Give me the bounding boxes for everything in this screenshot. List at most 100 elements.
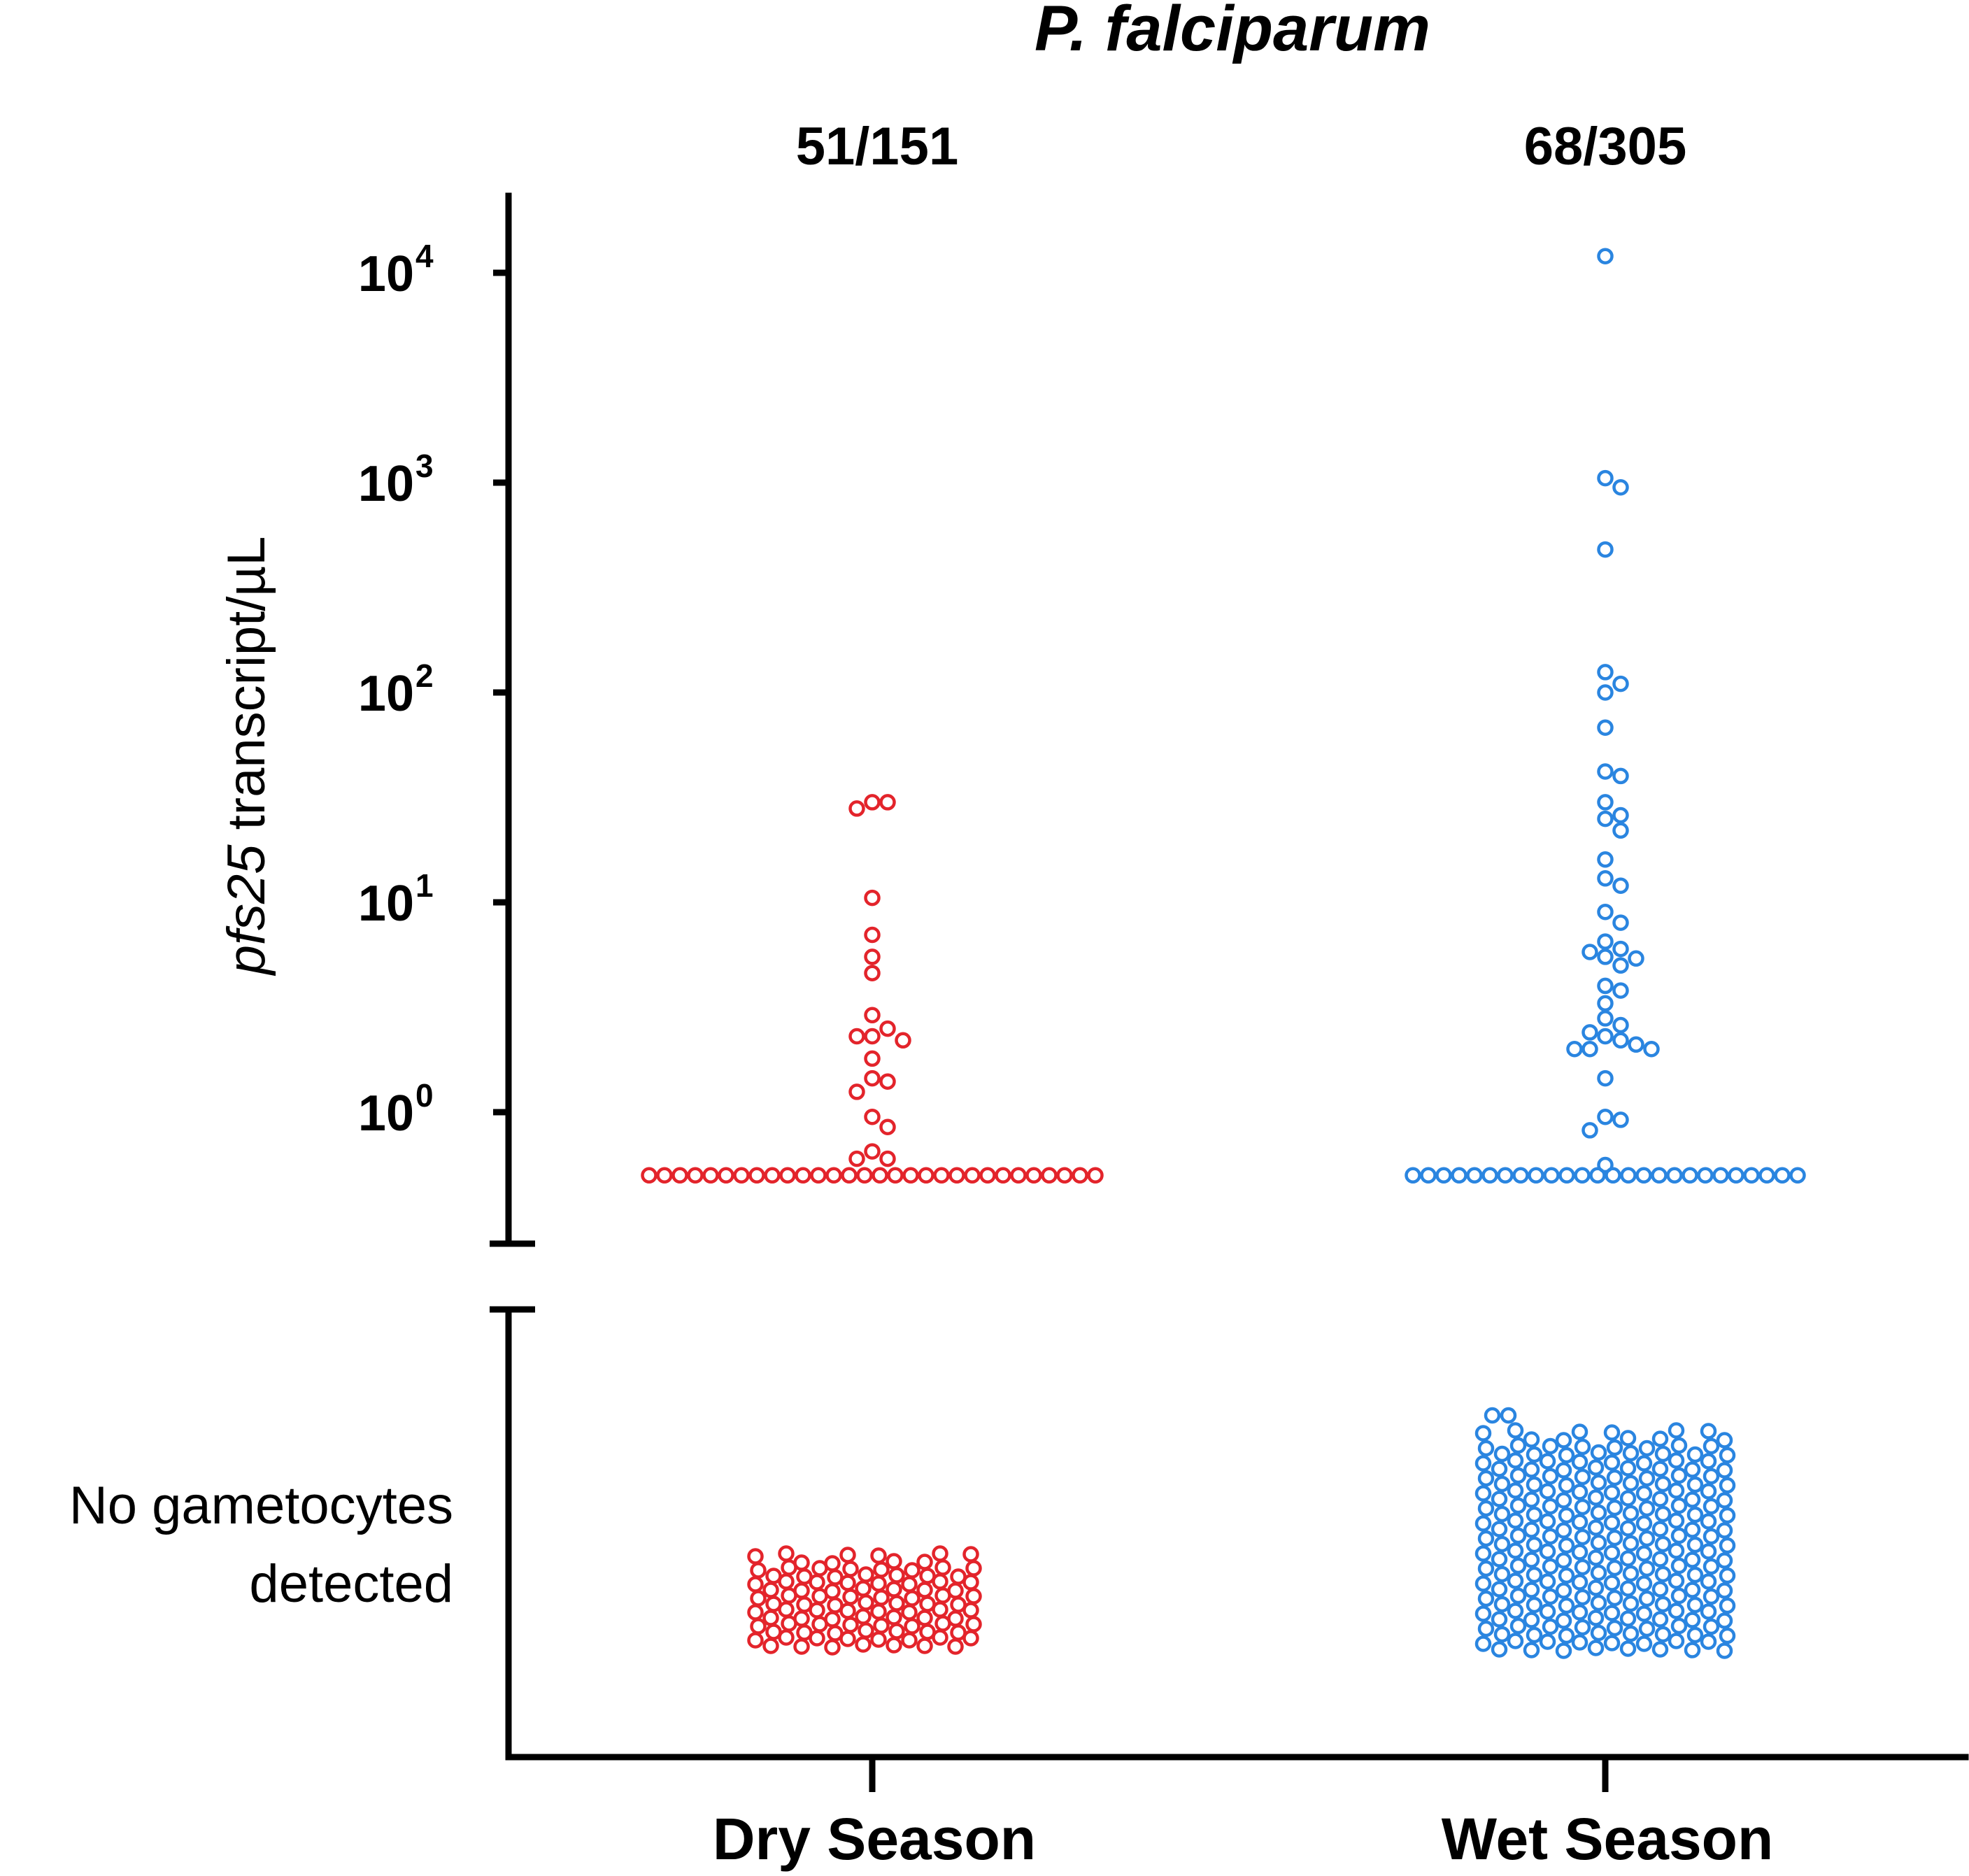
dry-floor-point: [825, 1167, 842, 1184]
wet-data-point: [1597, 469, 1614, 487]
wet-data-point: [1597, 810, 1614, 827]
dry-undetected-point: [873, 1561, 890, 1578]
dry-undetected-point: [855, 1608, 872, 1625]
wet-data-point: [1581, 1024, 1598, 1041]
wet-undetected-point: [1474, 1455, 1492, 1472]
wet-undetected-point: [1555, 1432, 1572, 1449]
wet-undetected-point: [1555, 1642, 1572, 1659]
wet-undetected-point: [1686, 1626, 1704, 1644]
wet-undetected-point: [1590, 1624, 1607, 1642]
wet-floor-point: [1543, 1167, 1560, 1184]
wet-data-point: [1581, 944, 1598, 960]
wet-data-point: [1612, 675, 1629, 692]
wet-undetected-point: [1587, 1609, 1605, 1626]
dry-undetected-point: [901, 1604, 918, 1621]
wet-undetected-point: [1638, 1590, 1656, 1607]
dry-data-point: [895, 1032, 911, 1049]
wet-data-point: [1612, 877, 1629, 894]
dry-floor-point: [656, 1167, 673, 1184]
wet-undetected-point: [1719, 1507, 1736, 1524]
dry-undetected-point: [886, 1553, 902, 1570]
wet-undetected-point: [1638, 1440, 1656, 1457]
wet-undetected-point: [1719, 1537, 1736, 1554]
wet-undetected-point: [1474, 1635, 1492, 1652]
wet-undetected-point: [1477, 1470, 1495, 1487]
dry-data-point: [848, 800, 865, 817]
wet-undetected-point: [1670, 1467, 1688, 1484]
wet-undetected-point: [1668, 1422, 1685, 1439]
wet-undetected-point: [1606, 1439, 1623, 1456]
wet-undetected-point: [1622, 1535, 1640, 1552]
wet-undetected-point: [1555, 1462, 1572, 1479]
dry-undetected-point: [778, 1573, 795, 1590]
wet-floor-point: [1789, 1167, 1806, 1184]
wet-undetected-point: [1684, 1612, 1701, 1628]
wet-undetected-point: [1574, 1589, 1591, 1606]
dry-undetected-point: [873, 1617, 890, 1634]
wet-floor-point: [1497, 1167, 1514, 1184]
wet-undetected-point: [1574, 1498, 1591, 1516]
wet-undetected-point: [1507, 1422, 1524, 1439]
dry-undetected-point: [809, 1602, 825, 1619]
wet-undetected-point: [1477, 1500, 1495, 1517]
dry-undetected-point: [904, 1562, 920, 1579]
dry-data-point: [864, 1108, 881, 1125]
dry-floor-point: [671, 1167, 688, 1184]
wet-undetected-point: [1684, 1642, 1701, 1658]
dry-floor-point: [948, 1167, 965, 1184]
wet-undetected-point: [1686, 1596, 1704, 1614]
dry-floor-point: [748, 1167, 765, 1184]
wet-undetected-point: [1507, 1482, 1524, 1499]
wet-undetected-point: [1635, 1485, 1653, 1502]
wet-undetected-point: [1523, 1612, 1540, 1628]
wet-undetected-point: [1719, 1627, 1736, 1644]
wet-floor-point: [1758, 1167, 1775, 1184]
dry-data-point: [848, 1028, 865, 1045]
wet-undetected-point: [1555, 1612, 1572, 1629]
wet-data-point: [1612, 478, 1629, 496]
dry-undetected-point: [778, 1601, 795, 1618]
wet-undetected-point: [1654, 1445, 1672, 1463]
wet-undetected-point: [1571, 1484, 1588, 1500]
dry-undetected-point: [888, 1623, 905, 1640]
wet-undetected-point: [1590, 1444, 1607, 1461]
wet-undetected-point: [1686, 1476, 1704, 1493]
dry-undetected-point: [962, 1630, 979, 1647]
y-axis-title: pfs25 transcript/µL: [217, 536, 276, 976]
dry-undetected-point: [947, 1582, 964, 1599]
wet-undetected-point: [1491, 1491, 1508, 1507]
wet-data-point: [1597, 763, 1614, 780]
wet-undetected-point: [1493, 1445, 1511, 1463]
wet-data-point: [1612, 940, 1629, 958]
dry-undetected-point: [793, 1610, 810, 1627]
wet-data-point: [1612, 1111, 1629, 1128]
wet-floor-point: [1405, 1167, 1421, 1184]
wet-undetected-point: [1622, 1595, 1640, 1612]
wet-floor-point: [1512, 1167, 1529, 1184]
wet-data-point: [1612, 767, 1629, 785]
wet-undetected-point: [1571, 1454, 1588, 1470]
wet-undetected-point: [1619, 1460, 1637, 1477]
wet-undetected-point: [1474, 1575, 1492, 1592]
dry-undetected-point: [750, 1618, 767, 1635]
wet-data-point: [1597, 541, 1614, 558]
dry-undetected-point: [962, 1602, 979, 1619]
wet-undetected-point: [1638, 1470, 1656, 1487]
wet-undetected-point: [1619, 1430, 1637, 1447]
wet-undetected-point: [1526, 1566, 1543, 1584]
wet-undetected-point: [1539, 1573, 1556, 1590]
wet-undetected-point: [1619, 1610, 1637, 1627]
wet-floor-point: [1574, 1167, 1591, 1184]
wet-undetected-point: [1619, 1640, 1637, 1657]
wet-data-point: [1612, 914, 1629, 931]
wet-undetected-point: [1542, 1558, 1559, 1575]
dry-undetected-point: [870, 1603, 887, 1620]
wet-data-point: [1628, 1036, 1644, 1053]
wet-undetected-point: [1603, 1605, 1621, 1621]
dry-data-point: [864, 965, 881, 981]
wet-floor-point: [1774, 1167, 1791, 1184]
wet-data-point: [1597, 1010, 1614, 1027]
wet-undetected-point: [1474, 1605, 1492, 1622]
wet-undetected-point: [1507, 1512, 1524, 1529]
dry-data-point: [864, 889, 881, 907]
